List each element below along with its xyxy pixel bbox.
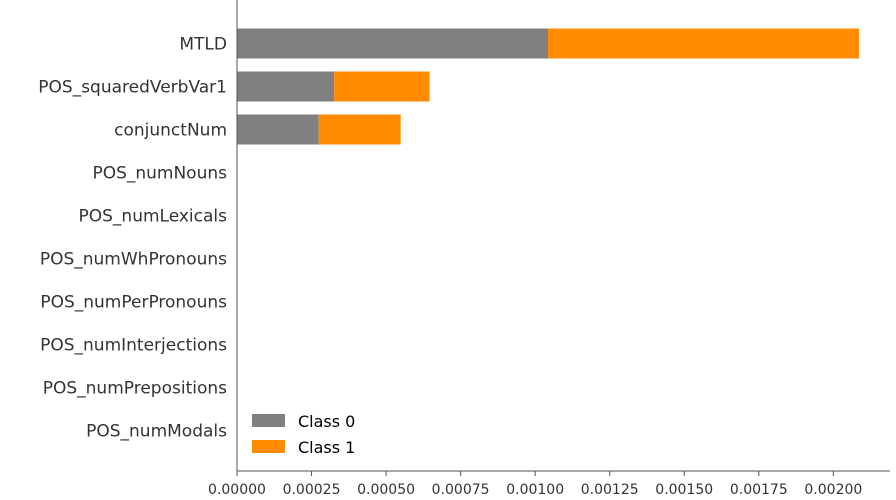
legend: Class 0 Class 1 <box>252 412 355 457</box>
x-tick-label: 0.00050 <box>357 482 415 498</box>
category-label: POS_numPerPronouns <box>40 293 227 313</box>
legend-label: Class 0 <box>298 412 355 431</box>
bar-class-1 <box>334 71 430 102</box>
bar-class-0 <box>237 71 335 102</box>
category-label: POS_numNouns <box>92 164 227 184</box>
bar-class-0 <box>237 28 548 59</box>
legend-label: Class 1 <box>298 438 355 457</box>
category-label: POS_numPrepositions <box>43 379 227 399</box>
x-tick-label: 0.00000 <box>208 482 266 498</box>
category-label: POS_numWhPronouns <box>40 250 227 270</box>
x-tick-label: 0.00175 <box>730 482 788 498</box>
category-label: POS_numLexicals <box>79 207 228 227</box>
category-label: POS_numInterjections <box>40 336 227 356</box>
category-label: conjunctNum <box>114 121 227 141</box>
x-tick-label: 0.00150 <box>655 482 713 498</box>
category-label: MTLD <box>179 35 227 55</box>
x-tick-label: 0.00200 <box>804 482 862 498</box>
legend-swatch <box>252 440 285 453</box>
x-tick-labels: 0.00000 0.00025 0.00050 0.00075 0.00100 0.001… <box>208 471 862 498</box>
legend-swatch <box>252 414 285 427</box>
category-label: POS_squaredVerbVar1 <box>38 78 227 98</box>
x-tick-label: 0.00025 <box>283 482 341 498</box>
category-label: POS_numModals <box>86 422 227 442</box>
bar-class-1 <box>547 28 859 59</box>
bar-class-1 <box>318 114 401 145</box>
category-labels: MTLD POS_squaredVerbVar1 conjunctNum POS_nu… <box>38 35 227 442</box>
x-tick-label: 0.00075 <box>432 482 490 498</box>
x-tick-label: 0.00100 <box>506 482 564 498</box>
bar-class-0 <box>237 114 319 145</box>
bars-layer <box>237 28 859 145</box>
x-tick-label: 0.00125 <box>581 482 639 498</box>
